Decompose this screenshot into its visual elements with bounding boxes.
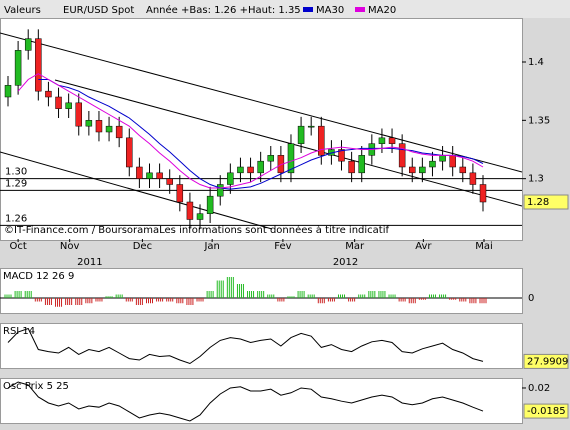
candle-body (35, 38, 42, 92)
candle-body (237, 166, 244, 174)
y-tick-label: 0.02 (528, 383, 550, 394)
panel-title: Osc Prix 5 25 (3, 381, 69, 392)
candle-body (398, 143, 406, 168)
candle-body (267, 155, 275, 162)
candle-body (479, 184, 487, 203)
x-tick-label: Fev (274, 241, 291, 252)
candle-body (307, 125, 315, 128)
candle-body (429, 160, 436, 168)
candle-body (196, 213, 204, 220)
candle-body (206, 195, 214, 214)
candle-body (105, 125, 113, 133)
candle-body (348, 160, 355, 174)
candle-body (257, 160, 264, 174)
y-tick-label: 1.4 (528, 57, 544, 68)
y-tick-label: 1.35 (528, 115, 550, 126)
candle-body (287, 143, 295, 174)
candle-body (358, 155, 365, 174)
candle-body (75, 102, 82, 127)
osc-panel (0, 378, 523, 424)
panel-title: RSI 14 (3, 326, 35, 337)
x-tick-label: Nov (60, 241, 80, 252)
last-value: 27.9909 (527, 356, 568, 367)
candle-body (126, 137, 133, 168)
candle-body (85, 120, 93, 127)
level-label: 1.30 (5, 167, 27, 178)
legend-swatch (303, 7, 313, 12)
year-label: 2012 (333, 257, 358, 268)
panel-title: MACD 12 26 9 (3, 271, 74, 282)
x-tick-label: Oct (9, 241, 26, 252)
candle-body (378, 137, 386, 144)
candle-body (318, 125, 325, 156)
candle-body (469, 172, 477, 185)
x-tick-label: Dec (133, 241, 152, 252)
candle-body (136, 166, 143, 179)
indicator-line (7, 327, 484, 365)
candle-body (55, 96, 62, 109)
level-label: 1.26 (5, 213, 27, 224)
level-label: 1.29 (5, 178, 27, 189)
candle-body (439, 155, 446, 162)
candle-body (388, 137, 396, 144)
candle-body (95, 120, 103, 133)
y-tick-label: 0 (528, 293, 534, 304)
trend-line (0, 32, 523, 173)
x-tick-label: Jan (203, 241, 219, 252)
candle-body (166, 178, 173, 185)
candle-body (459, 166, 467, 174)
header-instrument: EUR/USD Spot (63, 5, 134, 16)
x-tick-label: Mai (475, 241, 493, 252)
candle-body (24, 38, 32, 51)
header-range: Année +Bas: 1.26 +Haut: 1.35 (146, 4, 301, 16)
rsi-panel (0, 323, 523, 369)
last-value-box (523, 194, 569, 210)
candle-body (338, 149, 345, 162)
legend-swatch (355, 7, 365, 12)
y-tick-label: 1.3 (528, 174, 544, 185)
macd-panel (0, 268, 523, 314)
header-bar (0, 0, 570, 18)
indicator-line (7, 381, 484, 422)
annotation: ©IT-Finance.com / BoursoramaLes informat… (4, 224, 389, 236)
last-value-box (523, 353, 569, 369)
candle-body (4, 85, 12, 98)
candle-body (146, 172, 153, 179)
last-value: -0.0185 (527, 406, 566, 417)
candle-body (216, 184, 224, 197)
year-label: 2011 (77, 257, 102, 268)
header-label: Valeurs (4, 5, 41, 16)
candle-body (247, 166, 254, 174)
candle-body (65, 102, 72, 109)
x-tick-label: Mar (345, 241, 365, 252)
candle-body (227, 172, 234, 185)
candle-body (156, 172, 163, 179)
trend-line (54, 79, 523, 207)
x-tick-label: Avr (415, 241, 432, 252)
candle-body (297, 125, 305, 144)
candle-body (14, 50, 22, 86)
candle-body (186, 201, 194, 220)
candle-body (176, 184, 184, 203)
ma-line (17, 73, 484, 189)
last-value: 1.28 (527, 197, 549, 208)
legend-label: MA30 (316, 5, 344, 16)
candle-body (409, 166, 416, 174)
candle-body (45, 90, 52, 98)
candle-body (449, 155, 456, 168)
candle-body (419, 166, 426, 174)
candle-body (115, 125, 123, 139)
last-value-box (523, 403, 569, 419)
price-panel (0, 18, 523, 241)
legend-label: MA20 (368, 5, 396, 16)
